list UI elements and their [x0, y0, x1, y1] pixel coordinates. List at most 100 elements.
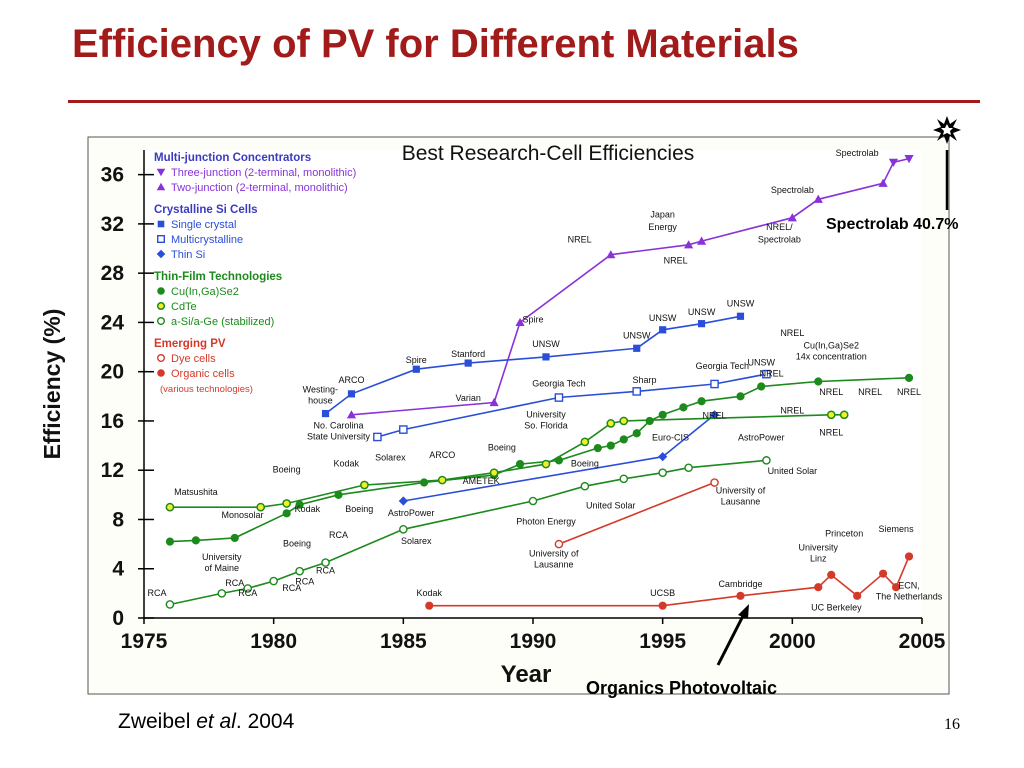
data-point	[878, 178, 888, 187]
point-label: United Solar	[586, 500, 636, 510]
point-label: United Solar	[768, 466, 818, 476]
y-tick-label: 8	[112, 508, 124, 531]
legend-item-label: Two-junction (2-terminal, monolithic)	[171, 182, 348, 194]
data-point	[787, 213, 797, 222]
point-label: Boeing	[571, 459, 599, 469]
data-point	[633, 344, 641, 352]
data-point	[156, 234, 165, 243]
data-point	[399, 525, 408, 534]
data-point	[295, 566, 304, 576]
data-point	[696, 236, 707, 245]
data-point	[554, 539, 564, 549]
data-point	[697, 397, 706, 406]
data-point	[697, 320, 706, 328]
legend-item-label: Organic cells	[171, 368, 235, 380]
point-label: house	[308, 396, 333, 406]
data-point	[347, 390, 356, 398]
data-point	[157, 220, 165, 228]
data-point	[321, 409, 330, 418]
data-point	[156, 301, 166, 311]
data-point	[736, 392, 745, 401]
data-point	[606, 419, 616, 428]
point-label: Kodak	[334, 459, 360, 469]
citation-year: . 2004	[235, 710, 295, 733]
point-label: ARCO	[429, 450, 455, 460]
data-point	[757, 382, 766, 391]
point-label: University	[799, 542, 839, 552]
point-label: ARCO	[338, 375, 364, 385]
data-point	[827, 570, 836, 579]
data-point	[425, 601, 434, 610]
y-tick-label: 20	[101, 361, 124, 384]
point-label: AstroPower	[738, 433, 785, 443]
point-label: Spectrolab	[836, 148, 879, 158]
point-label: Georgia Tech	[696, 361, 749, 371]
point-label: Lausanne	[534, 560, 574, 570]
y-tick-label: 12	[101, 459, 124, 482]
point-label: UNSW	[727, 298, 755, 308]
y-tick-label: 36	[101, 164, 124, 187]
data-point	[156, 249, 166, 259]
data-point	[542, 353, 550, 361]
data-point	[156, 354, 165, 363]
point-label: RCA	[295, 577, 314, 587]
y-tick-label: 24	[101, 311, 125, 334]
data-point	[269, 576, 278, 586]
point-label: Cu(In,Ga)Se2	[803, 340, 859, 350]
legend-item-label: a-Si/a-Ge (stabilized)	[171, 316, 274, 328]
legend-item-label: Single crystal	[171, 219, 236, 231]
citation: Zweibel et al. 2004	[118, 710, 294, 734]
point-label: NREL	[819, 428, 843, 438]
data-point	[736, 591, 745, 600]
point-label: NREL	[760, 369, 784, 379]
series-line	[169, 413, 845, 509]
data-point	[157, 369, 165, 377]
data-point	[554, 393, 564, 402]
legend-item-label: Thin Si	[171, 249, 205, 261]
x-tick-label: 1980	[250, 630, 297, 653]
point-label: AstroPower	[388, 508, 435, 518]
data-point	[346, 410, 357, 419]
point-label: University of	[716, 486, 766, 496]
organics-arrowhead-icon	[738, 604, 749, 619]
point-label: Spire	[406, 355, 427, 365]
chart-title: Best Research-Cell Efficiencies	[402, 142, 695, 165]
legend-group-title: Crystalline Si Cells	[154, 204, 258, 216]
point-label: Georgia Tech	[532, 378, 585, 388]
point-label: of Maine	[205, 563, 240, 573]
legend-group-title: Thin-Film Technologies	[154, 271, 282, 283]
legend-group-title: Emerging PV	[154, 338, 226, 350]
x-axis-label: Year	[501, 661, 552, 688]
data-point	[256, 502, 266, 512]
data-point	[619, 474, 629, 484]
data-point	[489, 468, 499, 478]
y-axis-label: Efficiency (%)	[39, 309, 65, 460]
point-label: UNSW	[747, 358, 775, 368]
point-label: Stanford	[451, 349, 485, 359]
point-label: RCA	[282, 583, 301, 593]
series-6	[165, 456, 771, 609]
data-point	[710, 379, 719, 389]
data-point	[658, 410, 667, 419]
point-label: State University	[307, 431, 371, 441]
point-label: Linz	[810, 553, 827, 563]
series-line	[169, 377, 910, 543]
data-point	[243, 584, 253, 593]
burst-core	[941, 124, 953, 135]
point-label: Varian	[455, 393, 480, 403]
data-point	[709, 410, 720, 420]
data-point	[813, 194, 823, 203]
point-label: RCA	[329, 530, 348, 540]
point-label: Solarex	[375, 452, 406, 462]
point-label: Spectrolab	[758, 234, 801, 244]
point-label: Sharp	[632, 375, 656, 385]
data-point	[632, 387, 642, 396]
data-point	[684, 463, 693, 473]
data-point	[762, 369, 771, 379]
point-label: Boeing	[345, 504, 373, 514]
data-point	[156, 317, 165, 326]
series-8	[425, 552, 914, 610]
point-label: Energy	[648, 222, 677, 232]
point-label: RCA	[225, 578, 244, 588]
